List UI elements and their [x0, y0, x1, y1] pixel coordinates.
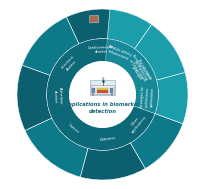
Wedge shape: [17, 65, 52, 131]
Text: Analyte affinity
enhancement: Analyte affinity enhancement: [106, 44, 132, 61]
Bar: [91, 85, 113, 94]
Text: Infectious
disease: Infectious disease: [60, 54, 78, 73]
Text: The structure
and working
principle: The structure and working principle: [128, 57, 152, 84]
Text: Alzheimer
disease: Alzheimer disease: [53, 87, 62, 105]
Bar: [90, 80, 114, 94]
Bar: [89, 15, 98, 23]
Wedge shape: [25, 118, 88, 177]
Bar: [199, 140, 204, 151]
Text: S: S: [92, 93, 93, 97]
Wedge shape: [121, 14, 187, 102]
Bar: [109, 88, 112, 93]
Text: Cardiovascular
disease: Cardiovascular disease: [87, 45, 114, 54]
Wedge shape: [80, 143, 145, 180]
Text: Other
applications: Other applications: [126, 112, 146, 134]
Wedge shape: [154, 72, 187, 124]
Wedge shape: [134, 24, 184, 80]
Text: Diabetes: Diabetes: [99, 136, 116, 142]
Text: Vg: Vg: [101, 77, 104, 81]
Wedge shape: [107, 9, 151, 49]
Wedge shape: [130, 114, 182, 169]
Text: Applications in biomarker
detection: Applications in biomarker detection: [64, 102, 140, 114]
Wedge shape: [105, 39, 157, 114]
Wedge shape: [22, 17, 79, 75]
Bar: [97, 91, 107, 93]
Circle shape: [70, 62, 134, 127]
Text: Strategies for
performance
optimization: Strategies for performance optimization: [140, 86, 154, 108]
Bar: [97, 88, 107, 91]
Wedge shape: [47, 39, 154, 150]
Wedge shape: [113, 42, 157, 99]
Wedge shape: [66, 9, 131, 44]
Text: Breaking the limits
of Debye length: Breaking the limits of Debye length: [126, 54, 151, 84]
Text: Cancer: Cancer: [66, 123, 79, 134]
Text: D: D: [110, 93, 112, 97]
Bar: [92, 88, 95, 93]
